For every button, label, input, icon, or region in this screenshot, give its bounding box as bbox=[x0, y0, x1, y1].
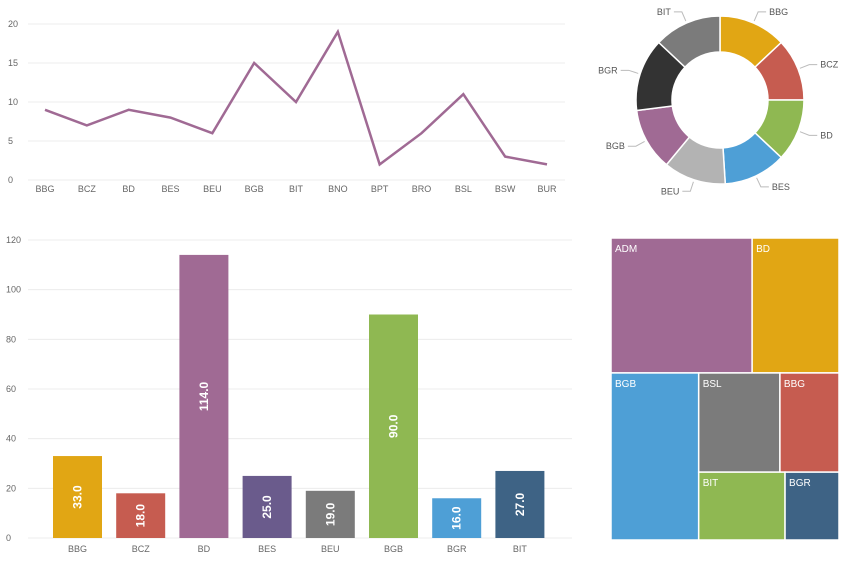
line-y-tick-label: 10 bbox=[8, 97, 18, 107]
line-x-tick-label: BGB bbox=[245, 184, 264, 194]
bar-data-label: 114.0 bbox=[197, 381, 211, 411]
line-x-tick-label: BSW bbox=[495, 184, 516, 194]
treemap-tile-label: BGR bbox=[789, 478, 811, 489]
bar-x-tick-label: BES bbox=[258, 544, 276, 554]
bar bbox=[432, 498, 482, 538]
treemap-tile bbox=[610, 237, 753, 374]
line-x-tick-label: BPT bbox=[371, 184, 389, 194]
donut-leader-line bbox=[799, 131, 818, 136]
line-x-tick-label: BIT bbox=[289, 184, 304, 194]
treemap-tile bbox=[784, 471, 840, 541]
bar bbox=[53, 456, 102, 538]
treemap-tile-label: BIT bbox=[703, 478, 719, 489]
bar bbox=[179, 254, 229, 538]
line-x-tick-label: BD bbox=[122, 184, 135, 194]
donut-slice-label: BCZ bbox=[820, 60, 839, 70]
bar-y-tick-label: 80 bbox=[6, 334, 16, 344]
donut-slice bbox=[657, 15, 721, 69]
donut-slice-label: BGB bbox=[606, 141, 625, 151]
bar-data-label: 27.0 bbox=[513, 492, 527, 516]
donut-slice-label: BEU bbox=[661, 186, 680, 196]
bar-x-tick-label: BCZ bbox=[132, 544, 151, 554]
treemap-tile bbox=[697, 372, 781, 473]
line-x-tick-label: BBG bbox=[35, 184, 54, 194]
bar bbox=[305, 490, 355, 538]
line-x-tick-label: BNO bbox=[328, 184, 348, 194]
bar-x-tick-label: BEU bbox=[321, 544, 340, 554]
bar-x-tick-label: BIT bbox=[513, 544, 528, 554]
treemap-tile-label: BGB bbox=[615, 379, 636, 390]
bar bbox=[369, 314, 418, 538]
bar-y-tick-label: 120 bbox=[6, 235, 21, 245]
line-x-tick-label: BEU bbox=[203, 184, 222, 194]
treemap-tile-label: BBG bbox=[784, 379, 805, 390]
treemap-tile-label: BSL bbox=[703, 379, 722, 390]
bar-data-label: 18.0 bbox=[134, 504, 148, 528]
treemap-tile-label: BD bbox=[756, 244, 770, 255]
bar-x-tick-label: BD bbox=[198, 544, 211, 554]
treemap-tile bbox=[610, 372, 700, 541]
donut-slice-label: BES bbox=[772, 182, 790, 192]
bar-y-tick-label: 100 bbox=[6, 285, 21, 295]
donut-leader-line bbox=[627, 140, 645, 147]
donut-slice-label: BBG bbox=[769, 7, 788, 17]
line-y-tick-label: 0 bbox=[8, 175, 13, 185]
line-x-tick-label: BRO bbox=[412, 184, 432, 194]
bar-data-label: 90.0 bbox=[387, 414, 401, 438]
line-series bbox=[44, 28, 548, 167]
bar-y-tick-label: 20 bbox=[6, 483, 16, 493]
bar bbox=[242, 475, 292, 538]
donut-slice-label: BD bbox=[820, 130, 833, 140]
line-x-tick-label: BSL bbox=[455, 184, 472, 194]
line-x-tick-label: BCZ bbox=[78, 184, 97, 194]
bar-x-tick-label: BGR bbox=[447, 544, 467, 554]
line-y-tick-label: 5 bbox=[8, 136, 13, 146]
treemap-tile bbox=[697, 471, 786, 541]
bar-y-tick-label: 0 bbox=[6, 533, 11, 543]
line-chart: 0 5 10 15 20 BBG BCZ BD BES BEU BGB BIT BNO BPT BRO BSL… bbox=[8, 19, 565, 194]
treemap-chart: ADM BD BGB BSL BBG BIT BGR bbox=[610, 237, 840, 541]
bar-data-label: 25.0 bbox=[260, 495, 274, 519]
treemap-tile bbox=[751, 237, 840, 374]
donut-leader-line bbox=[682, 181, 694, 192]
bar bbox=[495, 470, 545, 538]
bar-y-tick-label: 40 bbox=[6, 434, 16, 444]
donut-slice-label: BGR bbox=[598, 65, 618, 75]
bar-y-tick-label: 60 bbox=[6, 384, 16, 394]
donut-leader-line bbox=[620, 69, 639, 74]
line-y-tick-label: 20 bbox=[8, 19, 18, 29]
bar-data-label: 33.0 bbox=[71, 485, 85, 509]
donut-leader-line bbox=[799, 64, 818, 69]
treemap-tile-label: ADM bbox=[615, 244, 637, 255]
donut-leader-line bbox=[753, 11, 767, 22]
bar-data-label: 19.0 bbox=[323, 502, 337, 526]
bar-data-label: 16.0 bbox=[450, 506, 464, 530]
bar-x-tick-label: BBG bbox=[68, 544, 87, 554]
bar-x-tick-label: BGB bbox=[384, 544, 403, 554]
line-x-tick-label: BUR bbox=[537, 184, 557, 194]
line-y-tick-label: 15 bbox=[8, 58, 18, 68]
bar bbox=[116, 493, 166, 538]
donut-slice-label: BIT bbox=[657, 7, 672, 17]
line-x-tick-label: BES bbox=[161, 184, 179, 194]
donut-leader-line bbox=[673, 11, 687, 22]
bar-chart: 0 20 40 60 80 100 120 33.0 BBG 18.0 BCZ 114.0 BD 25.0… bbox=[6, 235, 572, 554]
donut-chart: BBG BCZ BD BES BEU BGB BGR BIT bbox=[598, 7, 839, 196]
donut-leader-line bbox=[756, 177, 769, 188]
